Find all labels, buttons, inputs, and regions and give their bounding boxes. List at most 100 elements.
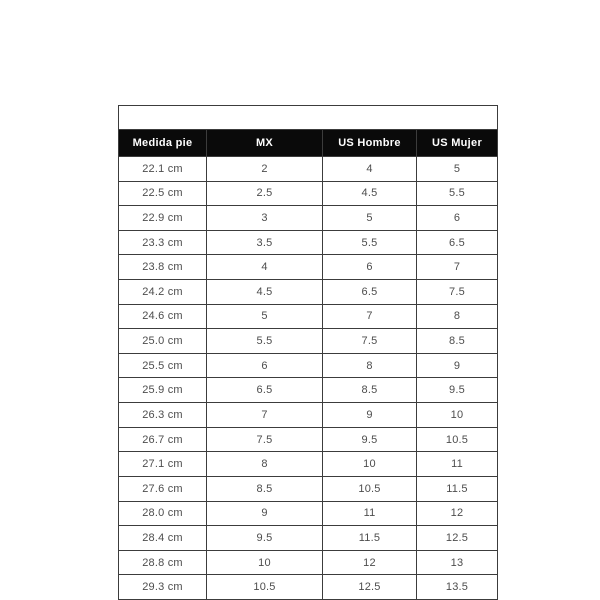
table-cell: 10.5 (206, 574, 323, 600)
table-cell: 7 (416, 254, 498, 281)
table-row: 25.9 cm 6.5 8.5 9.5 (118, 377, 498, 404)
table-header-cell: US Mujer (416, 129, 498, 157)
table-cell: 4.5 (322, 180, 417, 207)
table-cell: 5.5 (416, 180, 498, 207)
table-cell: 24.6 cm (118, 303, 207, 330)
table-cell: 9.5 (416, 377, 498, 404)
table-cell: 23.3 cm (118, 229, 207, 256)
table-cell: 9 (416, 352, 498, 379)
table-header-row: Medida pie MX US Hombre US Mujer (118, 129, 498, 157)
table-header-cell: MX (206, 129, 323, 157)
table-cell: 10 (322, 451, 417, 477)
table-row: 22.5 cm 2.5 4.5 5.5 (118, 180, 498, 207)
table-cell: 5 (322, 205, 417, 231)
table-cell: 24.2 cm (118, 279, 207, 305)
table-cell: 7.5 (206, 426, 323, 453)
table-row: 24.6 cm 5 7 8 (118, 303, 498, 330)
table-cell: 10.5 (416, 426, 498, 453)
table-cell: 9 (322, 402, 417, 428)
table-row: 25.0 cm 5.5 7.5 8.5 (118, 328, 498, 354)
table-row: 28.0 cm 9 11 12 (118, 500, 498, 527)
table-cell: 8.5 (416, 328, 498, 354)
table-cell: 11.5 (416, 475, 498, 502)
table-cell: 7 (206, 402, 323, 428)
table-cell: 7.5 (416, 279, 498, 305)
table-row: 22.1 cm 2 4 5 (118, 156, 498, 182)
table-cell: 12.5 (416, 525, 498, 551)
table-cell: 27.1 cm (118, 451, 207, 477)
table-cell: 10.5 (322, 475, 417, 502)
size-chart-table: Medida pie MX US Hombre US Mujer 22.1 cm 2 4 5… (118, 105, 498, 600)
table-cell: 11 (416, 451, 498, 477)
table-cell: 6 (206, 352, 323, 379)
table-cell: 25.5 cm (118, 352, 207, 379)
table-cell: 8 (322, 352, 417, 379)
table-cell: 26.3 cm (118, 402, 207, 428)
table-cell: 11.5 (322, 525, 417, 551)
table-row: 27.6 cm 8.5 10.5 11.5 (118, 475, 498, 502)
table-cell: 8 (206, 451, 323, 477)
table-cell: 28.8 cm (118, 549, 207, 576)
table-row: 28.8 cm 10 12 13 (118, 549, 498, 576)
table-cell: 4.5 (206, 279, 323, 305)
table-cell: 6 (416, 205, 498, 231)
table-cell: 29.3 cm (118, 574, 207, 600)
table-body: 22.1 cm 2 4 5 22.5 cm 2.5 4.5 5.5 22.9 cm 3 5 6 23.3… (118, 156, 498, 600)
table-cell: 11 (322, 500, 417, 527)
table-cell: 10 (206, 549, 323, 576)
table-cell: 13.5 (416, 574, 498, 600)
table-row: 22.9 cm 3 5 6 (118, 205, 498, 231)
table-cell: 5.5 (322, 229, 417, 256)
table-row: 29.3 cm 10.5 12.5 13.5 (118, 574, 498, 600)
table-cell: 22.1 cm (118, 156, 207, 182)
table-cell: 12.5 (322, 574, 417, 600)
table-cell: 6.5 (322, 279, 417, 305)
table-cell: 7.5 (322, 328, 417, 354)
table-header-cell: US Hombre (322, 129, 417, 157)
table-cell: 23.8 cm (118, 254, 207, 281)
table-row: 28.4 cm 9.5 11.5 12.5 (118, 525, 498, 551)
table-cell: 12 (416, 500, 498, 527)
table-cell: 8.5 (322, 377, 417, 404)
table-row: 23.3 cm 3.5 5.5 6.5 (118, 229, 498, 256)
table-row: 26.3 cm 7 9 10 (118, 402, 498, 428)
table-cell: 2 (206, 156, 323, 182)
table-cell: 9.5 (206, 525, 323, 551)
table-cell: 28.4 cm (118, 525, 207, 551)
table-cell: 6.5 (206, 377, 323, 404)
table-cell: 8.5 (206, 475, 323, 502)
table-row: 27.1 cm 8 10 11 (118, 451, 498, 477)
table-cell: 10 (416, 402, 498, 428)
table-row: 25.5 cm 6 8 9 (118, 352, 498, 379)
table-cell: 4 (206, 254, 323, 281)
table-cell: 4 (322, 156, 417, 182)
table-cell: 9 (206, 500, 323, 527)
table-spacer-row (118, 105, 498, 130)
table-cell: 22.9 cm (118, 205, 207, 231)
table-spacer-cell (118, 105, 498, 130)
table-cell: 8 (416, 303, 498, 330)
table-cell: 3.5 (206, 229, 323, 256)
table-cell: 2.5 (206, 180, 323, 207)
table-cell: 22.5 cm (118, 180, 207, 207)
table-row: 23.8 cm 4 6 7 (118, 254, 498, 281)
table-cell: 9.5 (322, 426, 417, 453)
table-header-cell: Medida pie (118, 129, 207, 157)
table-cell: 13 (416, 549, 498, 576)
table-cell: 28.0 cm (118, 500, 207, 527)
table-cell: 25.0 cm (118, 328, 207, 354)
table-cell: 12 (322, 549, 417, 576)
table-cell: 7 (322, 303, 417, 330)
table-cell: 27.6 cm (118, 475, 207, 502)
table-cell: 5 (206, 303, 323, 330)
table-cell: 6.5 (416, 229, 498, 256)
table-cell: 6 (322, 254, 417, 281)
table-row: 26.7 cm 7.5 9.5 10.5 (118, 426, 498, 453)
table-cell: 5 (416, 156, 498, 182)
table-cell: 5.5 (206, 328, 323, 354)
table-row: 24.2 cm 4.5 6.5 7.5 (118, 279, 498, 305)
table-cell: 25.9 cm (118, 377, 207, 404)
table-cell: 3 (206, 205, 323, 231)
table-cell: 26.7 cm (118, 426, 207, 453)
